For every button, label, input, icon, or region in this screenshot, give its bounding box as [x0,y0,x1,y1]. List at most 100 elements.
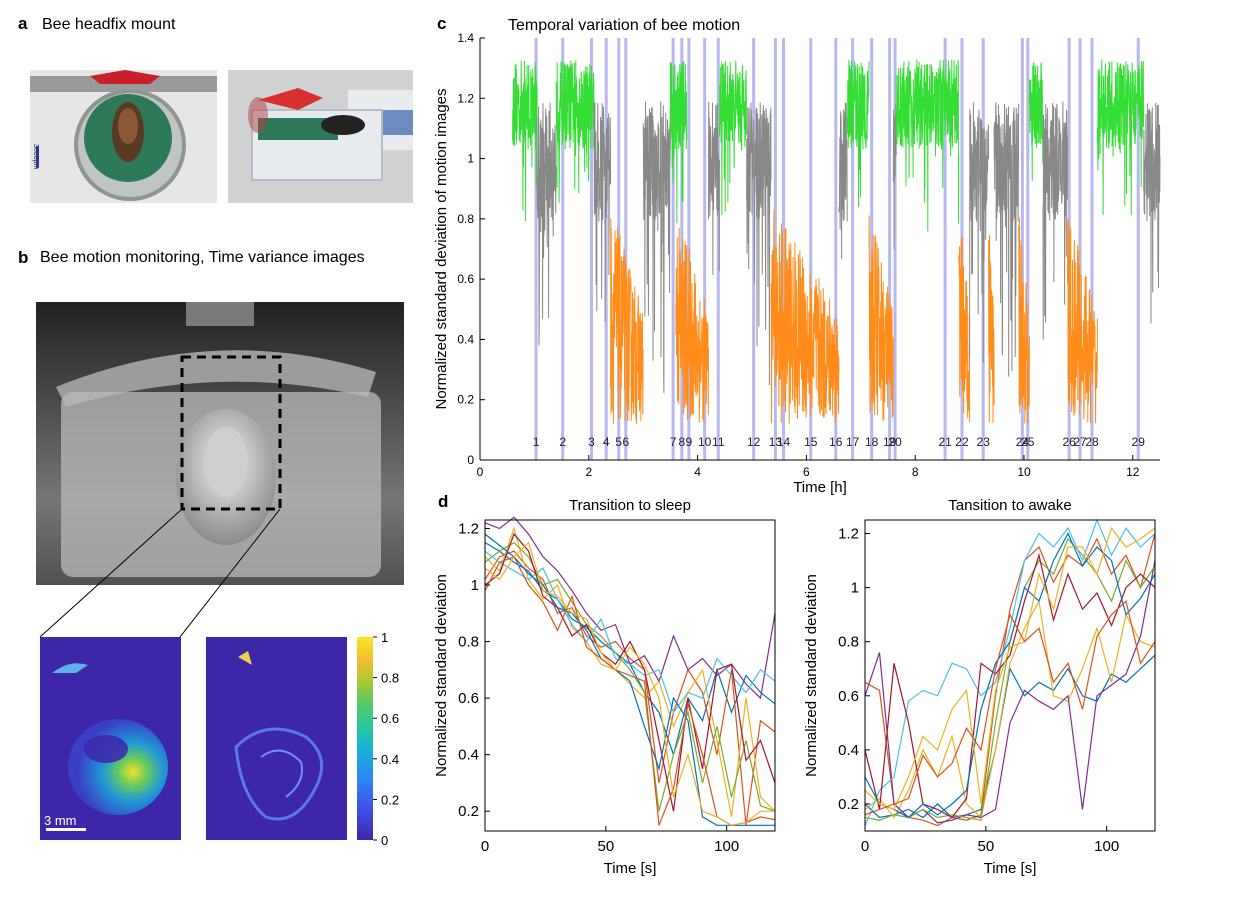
motion-trace-awake [718,60,748,216]
motion-trace-transition [536,102,557,346]
event-marker-label: 22 [955,435,969,449]
awake-chart-x-tick-label: 100 [1094,838,1119,855]
event-marker-label: 6 [622,435,629,449]
transition-to-sleep-chart: Transition to sleep 0 50 100 0.2 0.4 0.6 0.8 1 1.… [433,497,776,877]
y-tick-label: 0.6 [457,272,474,286]
y-tick-label: 0.2 [457,393,474,407]
scale-bar-label: 3 mm [44,813,77,828]
chart-c-ylabel: Normalized standard deviation of motion … [433,89,450,410]
event-marker-label: 2 [559,435,566,449]
event-marker-label: 29 [1132,435,1146,449]
event-marker-label: 25 [1021,435,1035,449]
sleep-chart-y-tick-label: 0.2 [458,803,479,820]
awake-chart-plot-frame [864,519,1156,832]
event-marker-label: 28 [1085,435,1099,449]
chart-c-xlabel: Time [h] [793,479,847,495]
event-marker-label: 20 [888,435,902,449]
event-marker-label: 3 [588,435,595,449]
awake-chart-ylabel: Normalized standard deviation [803,574,820,777]
event-marker-label: 12 [747,435,761,449]
motion-trace-sleep [988,234,995,423]
awake-chart-series-line [864,532,1156,819]
event-marker-label: 27 [1073,435,1087,449]
bee-mount-scale-label: 3000μm [32,144,39,170]
awake-chart-series-line [864,599,1156,819]
motion-trace-awake [555,60,595,204]
motion-trace-awake [846,59,870,208]
event-marker-label: 16 [829,435,843,449]
panel-a-title: Bee headfix mount [42,16,176,33]
colorbar-tick-label: 0.2 [381,792,399,807]
sleep-chart-xlabel: Time [s] [604,860,657,877]
motion-trace-awake [1028,62,1044,182]
sleep-chart-series-line [484,556,776,826]
colorbar-tick-label: 0.6 [381,711,399,726]
sleep-chart-x-tick-label: 50 [597,838,614,855]
sleep-chart-series-line [484,541,775,826]
awake-chart-series-line [864,599,1156,816]
event-marker-label: 13 [769,435,783,449]
sleep-chart-ylabel: Normalized standard deviation [433,574,450,777]
colorbar-tick-label: 0.8 [381,671,399,686]
y-tick-label: 0.4 [457,332,474,346]
motion-trace-awake [512,60,538,222]
sleep-chart-series-line [484,533,775,826]
time-variance-image-2 [206,637,347,840]
event-marker-label: 19 [883,435,897,449]
awake-chart-xlabel: Time [s] [984,860,1037,877]
event-marker-label: 10 [698,435,712,449]
motion-trace-transition [969,102,990,364]
sleep-chart-title: Transition to sleep [569,497,691,514]
awake-chart-series-line [864,552,1156,819]
colorbar [357,637,373,840]
time-variance-image-1: 3 mm [40,637,181,840]
panel-c-letter: c [437,14,447,33]
sleep-chart-series-line [484,532,776,812]
x-tick-label: 6 [803,465,810,479]
sleep-chart-series-line [484,550,776,714]
motion-trace-sleep [1067,218,1098,424]
event-marker-label: 9 [686,435,693,449]
motion-trace-sleep [770,209,840,424]
panel-b-letter: b [18,248,29,267]
awake-chart-series-line [864,526,1156,811]
event-marker-label: 7 [670,435,677,449]
awake-chart-y-tick-label: 1 [851,580,859,597]
colorbar-tick-label: 0 [381,833,388,848]
x-tick-label: 10 [1017,465,1031,479]
event-marker-label: 24 [1016,435,1030,449]
x-tick-label: 2 [585,465,592,479]
event-marker-label: 11 [712,435,725,449]
motion-trace-sleep [958,236,971,423]
motion-trace-transition [642,101,671,393]
event-marker-label: 8 [678,435,685,449]
motion-trace-transition [746,102,772,386]
motion-trace-transition [708,101,720,276]
awake-chart-y-tick-label: 0.4 [838,742,859,759]
awake-chart-y-tick-label: 0.2 [838,796,859,813]
panel-b-title: Bee motion monitoring, Time variance ima… [40,249,365,266]
y-tick-label: 1.2 [457,91,474,105]
event-marker-label: 21 [938,435,952,449]
event-marker-label: 18 [865,435,879,449]
motion-trace-sleep [868,215,894,422]
motion-trace-transition [1143,102,1161,324]
awake-chart-y-tick-label: 1.2 [838,526,859,543]
colorbar-axis: 0 0.2 0.4 0.6 0.8 1 [373,630,399,848]
sleep-chart-plot-frame [484,519,776,832]
sleep-chart-series-line [484,526,776,818]
awake-chart-series-line [864,518,1156,826]
event-marker-label: 1 [533,435,540,449]
y-tick-label: 1 [467,152,474,166]
panel-d-letter: d [438,492,449,511]
motion-trace-transition [838,102,848,259]
sleep-chart-series-line [484,550,776,826]
sleep-chart-x-tick-label: 0 [481,838,489,855]
sleep-chart-y-tick-label: 1.2 [458,520,479,537]
motion-trace-awake [669,61,688,224]
awake-chart-x-tick-label: 0 [861,838,869,855]
motion-trace-transition [892,104,897,250]
sleep-chart-series-line [484,541,776,812]
